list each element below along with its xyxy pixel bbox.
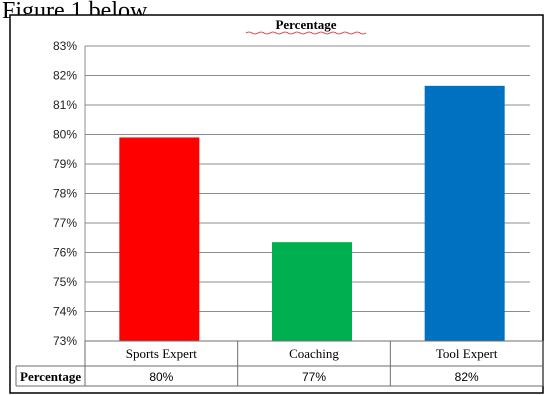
y-axis: 73% 74% 75% 76% 77% 78% 79% 80% 81% 82% 83% [53,39,86,348]
y-tick-label: 76% [53,246,77,260]
bars [119,85,505,341]
y-tick-label: 73% [53,334,77,348]
y-tick-label: 78% [53,187,77,201]
data-table: Sports Expert Coaching Tool Expert Percenta… [15,340,544,387]
y-tick-label: 74% [53,305,77,319]
table-row-label: Percentage [20,369,81,384]
y-tick-label: 75% [53,275,77,289]
y-tick-label: 82% [53,69,77,83]
bar-sports-expert [119,137,200,341]
bar-tool-expert [424,85,505,341]
y-tick-label: 77% [53,216,77,230]
data-label: 82% [455,370,479,384]
category-label: Sports Expert [126,346,198,361]
chart-title: Percentage [275,17,336,32]
data-label: 77% [302,370,326,384]
spellcheck-underline [245,31,367,35]
y-tick-label: 83% [53,39,77,53]
category-label: Tool Expert [436,346,498,361]
data-label: 80% [149,370,173,384]
bar-coaching [272,242,352,341]
y-tick-label: 79% [53,157,77,171]
y-tick-label: 81% [53,98,77,112]
category-label: Coaching [289,346,339,361]
y-tick-label: 80% [53,128,77,142]
